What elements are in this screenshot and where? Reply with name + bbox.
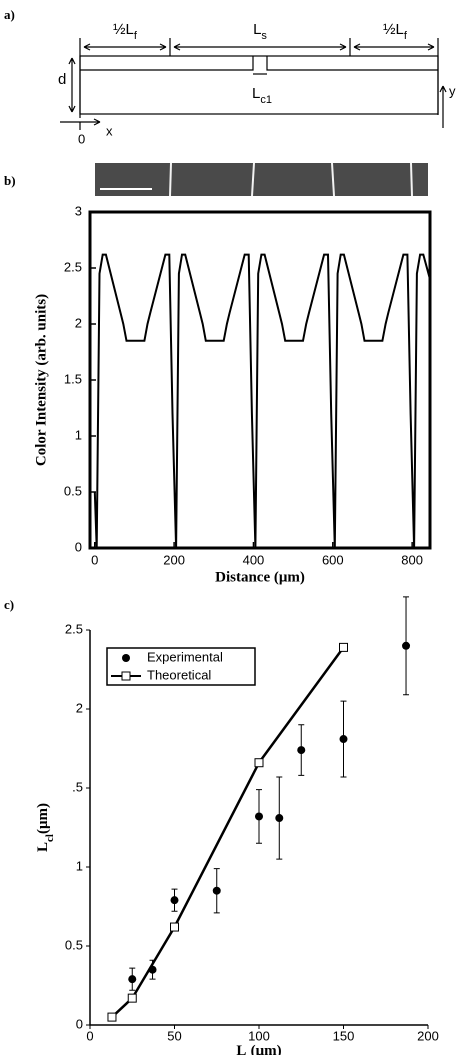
y-axis-title: Lcl(μm) (35, 803, 55, 852)
label-part: cl (44, 834, 56, 842)
y-axis-title: Color Intensity (arb. units) (33, 294, 49, 466)
diagram (60, 38, 447, 130)
x-tick-label: 400 (243, 552, 265, 567)
crack-lines (169, 162, 413, 197)
legend-dot (122, 654, 130, 662)
x-tick-label: 0 (91, 552, 98, 567)
data-point (297, 746, 306, 755)
data-point (275, 814, 284, 823)
x-tick-label: 50 (167, 1028, 181, 1043)
dimension-label: ½Lf (383, 21, 408, 42)
x-tick-label: 200 (417, 1028, 439, 1043)
data-point (170, 896, 179, 905)
crack (80, 56, 438, 71)
label-main: ½L (383, 21, 404, 38)
data-point (212, 886, 221, 895)
y-tick-label: 2 (75, 315, 82, 330)
dimension-arrow (83, 43, 167, 51)
dimension-label: ½Lf (113, 21, 138, 42)
x-tick-label: 150 (333, 1028, 355, 1043)
film (79, 55, 439, 115)
data-point (128, 975, 137, 984)
dimension-label: Lc1 (252, 85, 272, 106)
label-main: L (252, 85, 260, 102)
data-point (402, 641, 411, 650)
y-tick-label: 2.5 (64, 259, 82, 274)
theory-line (111, 646, 345, 1019)
data-point (339, 735, 348, 744)
axis-label: x (106, 123, 113, 138)
micrograph (95, 162, 428, 197)
square-marker (170, 922, 179, 932)
label-part: (μm) (35, 803, 51, 834)
dimension-arrow (353, 43, 435, 51)
square-marker (339, 642, 348, 652)
plot-frame (88, 210, 432, 550)
y-tick-label: .5 (72, 779, 83, 794)
x-tick-label: 200 (163, 552, 185, 567)
data-point (255, 812, 263, 821)
label-main: ½L (113, 21, 134, 38)
label-sub: f (404, 30, 408, 42)
data-line (93, 253, 431, 549)
legend-box (106, 647, 256, 686)
dimension-label: Ls (253, 21, 267, 42)
label-sub: s (261, 30, 267, 42)
label-part: L (35, 842, 51, 852)
panel-label: a) (4, 7, 15, 22)
panel-label: c) (4, 597, 14, 612)
y-tick-label: 0 (76, 1016, 83, 1031)
legend-label: Experimental (147, 649, 223, 664)
y-axis-arrow (439, 85, 447, 128)
label-main: L (253, 21, 261, 38)
square-marker (127, 993, 137, 1003)
dimension-label: d (58, 71, 66, 88)
y-tick-label: 0.5 (65, 937, 83, 952)
label-sub: c1 (260, 94, 272, 106)
y-tick-label: 0 (75, 539, 82, 554)
x-axis-title: Ls(μm) (236, 1043, 281, 1055)
y-tick-label: 3 (75, 203, 82, 218)
y-tick-label: 1 (76, 858, 83, 873)
y-tick-label: 2 (76, 700, 83, 715)
y-tick-label: 0.5 (64, 483, 82, 498)
image-strip (95, 163, 428, 196)
x-axis-title: Distance (μm) (215, 569, 305, 585)
thickness-arrow (68, 57, 76, 113)
legend-label: Theoretical (147, 667, 211, 682)
x-tick-label: 800 (401, 552, 423, 567)
y-tick-label: 1.5 (64, 371, 82, 386)
axis-label: y (449, 83, 456, 98)
x-tick-label: 100 (248, 1028, 270, 1043)
label-sub: f (134, 30, 138, 42)
dimension-arrow (173, 43, 347, 51)
x-tick-label: 600 (322, 552, 344, 567)
x-tick-label: 0 (86, 1028, 93, 1043)
axis-label: 0 (78, 131, 85, 146)
panel-label: b) (4, 173, 16, 188)
square-marker (107, 1012, 117, 1022)
label-part: L (236, 1043, 246, 1055)
y-tick-label: 1 (75, 427, 82, 442)
square-marker (254, 758, 264, 768)
legend-square (121, 671, 131, 681)
label-part: (μm) (251, 1043, 282, 1055)
label-part: s (246, 1052, 251, 1055)
y-tick-label: 2.5 (65, 621, 83, 636)
